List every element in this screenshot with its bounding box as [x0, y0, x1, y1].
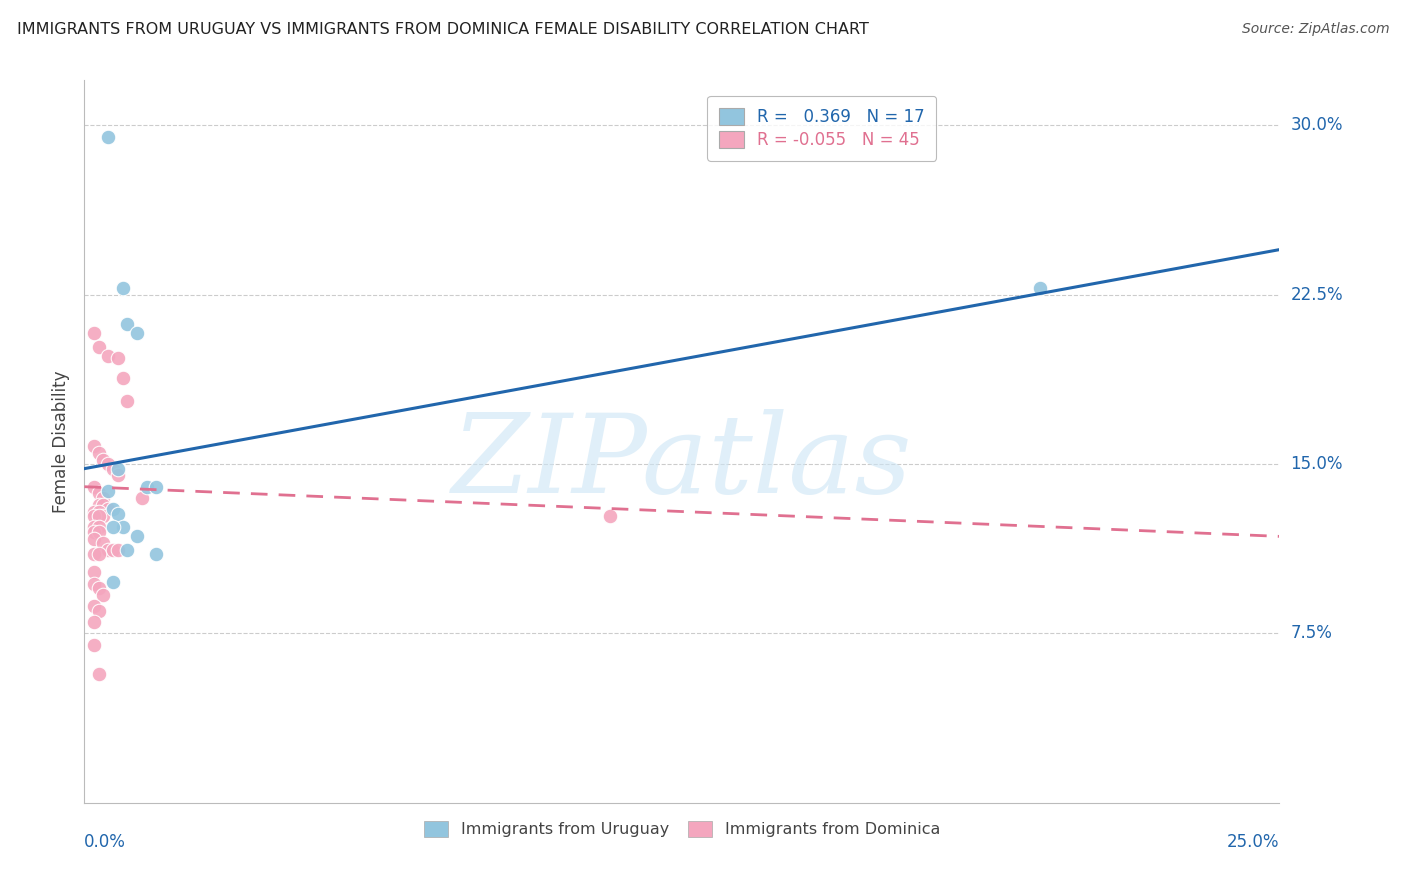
Text: 15.0%: 15.0%	[1291, 455, 1343, 473]
Point	[107, 542, 129, 557]
Point	[83, 566, 105, 580]
Point	[93, 509, 115, 524]
Point	[125, 529, 148, 543]
Point	[111, 281, 134, 295]
Point	[83, 326, 105, 340]
Point	[83, 576, 105, 591]
Point	[145, 548, 167, 562]
Point	[117, 393, 139, 408]
Point	[87, 604, 110, 618]
Point	[83, 439, 105, 453]
Point	[87, 524, 110, 539]
Point	[83, 532, 105, 546]
Point	[83, 548, 105, 562]
Point	[87, 498, 110, 512]
Point	[87, 509, 110, 524]
Text: 0.0%: 0.0%	[84, 833, 127, 851]
Point	[87, 340, 110, 354]
Point	[83, 504, 105, 518]
Text: IMMIGRANTS FROM URUGUAY VS IMMIGRANTS FROM DOMINICA FEMALE DISABILITY CORRELATIO: IMMIGRANTS FROM URUGUAY VS IMMIGRANTS FR…	[17, 22, 869, 37]
Point	[101, 520, 124, 534]
Point	[107, 351, 129, 365]
Point	[87, 486, 110, 500]
Point	[101, 542, 124, 557]
Point	[97, 349, 120, 363]
Point	[93, 498, 115, 512]
Text: ZIPatlas: ZIPatlas	[451, 409, 912, 517]
Text: 25.0%: 25.0%	[1227, 833, 1279, 851]
Point	[111, 371, 134, 385]
Point	[125, 326, 148, 340]
Point	[101, 461, 124, 475]
Point	[101, 502, 124, 516]
Point	[83, 599, 105, 614]
Point	[93, 588, 115, 602]
Y-axis label: Female Disability: Female Disability	[52, 370, 70, 513]
Point	[83, 509, 105, 524]
Point	[111, 520, 134, 534]
Point	[83, 524, 105, 539]
Text: Source: ZipAtlas.com: Source: ZipAtlas.com	[1241, 22, 1389, 37]
Point	[107, 461, 129, 475]
Point	[97, 502, 120, 516]
Point	[93, 536, 115, 550]
Text: 7.5%: 7.5%	[1291, 624, 1333, 642]
Point	[107, 468, 129, 483]
Point	[107, 507, 129, 521]
Point	[97, 129, 120, 144]
Point	[83, 615, 105, 630]
Point	[83, 520, 105, 534]
Text: 22.5%: 22.5%	[1291, 285, 1343, 304]
Point	[97, 542, 120, 557]
Point	[87, 446, 110, 460]
Point	[599, 509, 621, 524]
Legend: Immigrants from Uruguay, Immigrants from Dominica: Immigrants from Uruguay, Immigrants from…	[416, 813, 948, 846]
Point	[83, 638, 105, 652]
Point	[145, 480, 167, 494]
Point	[83, 480, 105, 494]
Point	[87, 520, 110, 534]
Point	[117, 317, 139, 331]
Point	[97, 457, 120, 471]
Point	[1029, 281, 1052, 295]
Point	[87, 548, 110, 562]
Point	[135, 480, 157, 494]
Point	[97, 484, 120, 499]
Text: 30.0%: 30.0%	[1291, 117, 1343, 135]
Point	[87, 582, 110, 596]
Point	[87, 504, 110, 518]
Point	[101, 574, 124, 589]
Point	[87, 667, 110, 681]
Point	[117, 542, 139, 557]
Point	[93, 491, 115, 505]
Point	[131, 491, 153, 505]
Point	[93, 452, 115, 467]
